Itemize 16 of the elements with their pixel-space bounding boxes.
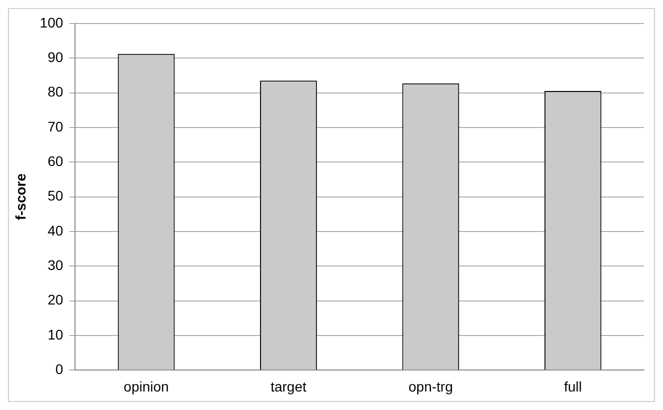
- y-axis-title: f-score: [12, 173, 28, 220]
- y-tick-label: 10: [48, 326, 64, 342]
- y-tick-label: 20: [48, 292, 64, 308]
- y-tick-label: 70: [48, 118, 64, 134]
- y-tick-label: 60: [48, 152, 64, 169]
- y-tick-label: 50: [48, 188, 64, 204]
- y-tick-label: 0: [55, 361, 64, 378]
- x-tick-label: opn-trg: [408, 378, 453, 394]
- y-tick-label: 80: [48, 84, 64, 100]
- x-tick-label: target: [270, 378, 306, 394]
- x-tick-label: full: [564, 378, 582, 394]
- y-tick-label: 30: [48, 257, 64, 274]
- y-tick-label: 90: [48, 48, 64, 65]
- y-tick-label: 100: [40, 14, 64, 30]
- x-tick-label: opinion: [124, 378, 169, 394]
- y-tick-label: 40: [48, 222, 64, 238]
